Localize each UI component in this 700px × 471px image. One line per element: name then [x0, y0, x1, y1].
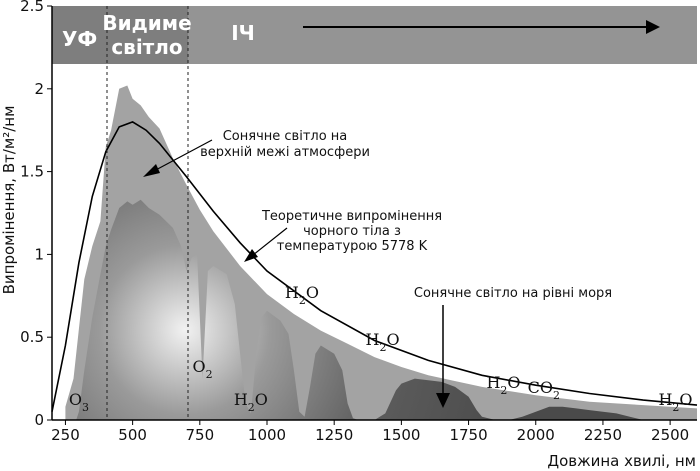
x-axis-title: Довжина хвилі, нм: [547, 452, 696, 470]
absorption-label: O3: [69, 390, 89, 414]
annotation-top-atmosphere-arrow: [151, 139, 213, 173]
y-tick-label: 0: [34, 411, 44, 429]
annotation-top-atmosphere-arrowhead-icon: [143, 164, 160, 177]
absorption-label: H2O: [366, 330, 400, 354]
x-tick-label: 500: [118, 426, 147, 444]
y-tick-label: 0.5: [20, 328, 44, 346]
annotation-blackbody-arrowhead-icon: [244, 249, 258, 262]
x-tick-label: 250: [51, 426, 80, 444]
x-tick-label: 2500: [651, 426, 689, 444]
y-axis-title: Випромінення, Вт/м²/нм: [0, 106, 18, 295]
absorption-label: H2O: [285, 283, 319, 307]
y-tick-label: 1.5: [20, 163, 44, 181]
annotation-top-atmosphere-line1: Сонячне світло на: [223, 129, 348, 144]
annotation-top-atmosphere-line2: верхній межі атмосфери: [200, 145, 370, 160]
absorption-label: O2: [192, 357, 212, 381]
x-tick-label: 1750: [449, 426, 487, 444]
x-tick-label: 2000: [517, 426, 555, 444]
absorption-label: CO2: [528, 378, 560, 402]
band-label-visible-2: світло: [111, 35, 182, 59]
annotation-sea-level: Сонячне світло на рівні моря: [414, 286, 612, 301]
annotation-blackbody-arrow: [252, 227, 288, 256]
x-tick-label: 750: [185, 426, 214, 444]
absorption-label: H2O: [486, 373, 520, 397]
x-tick-label: 2250: [584, 426, 622, 444]
annotation-sea-level-arrowhead-icon: [436, 393, 450, 408]
annotation-blackbody-line2: чорного тіла з: [303, 224, 401, 239]
annotation-blackbody-line1: Теоретичне випромінення: [261, 209, 442, 224]
band-label-uv: УФ: [62, 27, 97, 51]
band-label-ir: ІЧ: [231, 21, 255, 45]
y-tick-label: 2: [34, 80, 44, 98]
y-tick-label: 2.5: [20, 0, 44, 15]
band-header-ir: [188, 6, 697, 64]
series-sea-level-area: [76, 199, 697, 420]
absorption-label: H2O: [234, 390, 268, 414]
x-tick-label: 1000: [248, 426, 286, 444]
x-tick-label: 1500: [382, 426, 420, 444]
series-blackbody-line: [51, 121, 698, 412]
band-label-visible: Видиме: [102, 11, 191, 35]
absorption-label: H2O: [658, 390, 692, 414]
ir-arrowhead-icon: [646, 20, 660, 34]
annotation-blackbody-line3: температурою 5778 K: [277, 239, 428, 254]
x-tick-label: 1250: [315, 426, 353, 444]
y-tick-label: 1: [34, 245, 44, 263]
